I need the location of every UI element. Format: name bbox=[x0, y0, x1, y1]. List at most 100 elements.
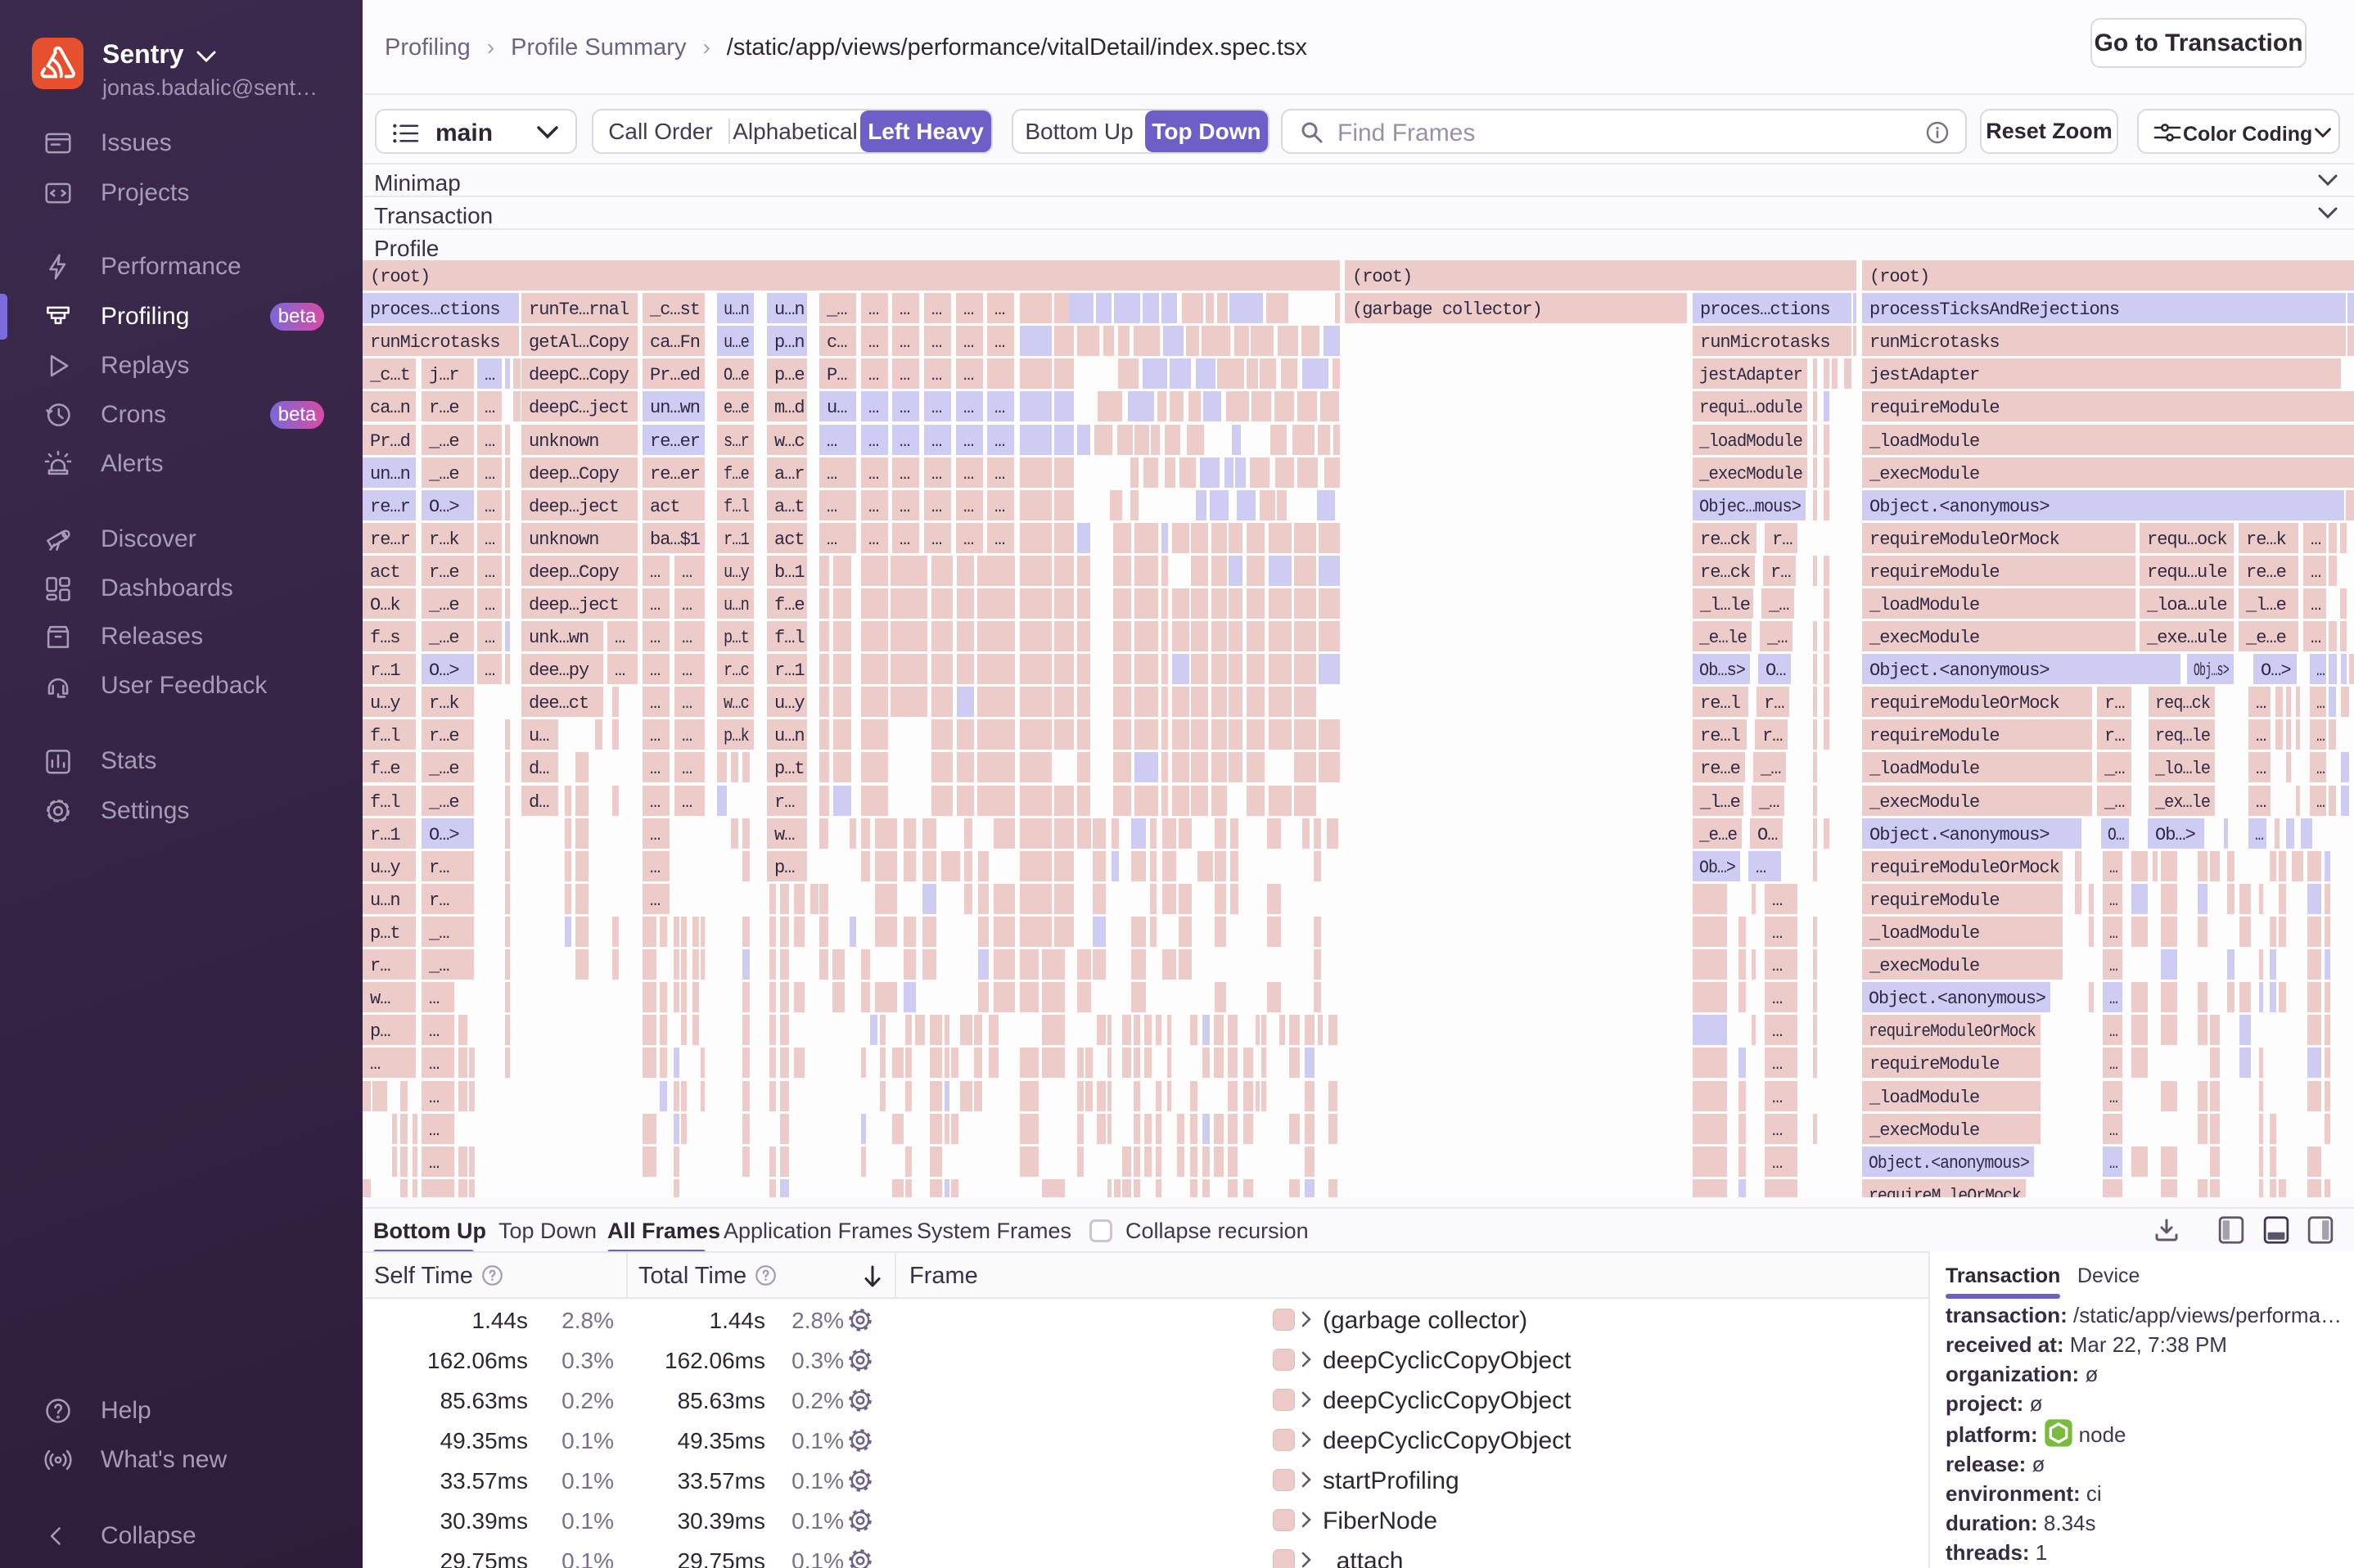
svg-text:…: … bbox=[931, 529, 941, 550]
svg-text:…: … bbox=[1772, 890, 1782, 911]
svg-text:…: … bbox=[485, 595, 494, 615]
svg-text:processTicksAndRejections: processTicksAndRejections bbox=[1869, 300, 2119, 320]
svg-text:a…r: a…r bbox=[774, 464, 805, 484]
svg-text:p…t: p…t bbox=[724, 628, 749, 648]
svg-text:_exe…ule: _exe…ule bbox=[2146, 628, 2227, 648]
svg-text:p…k: p…k bbox=[724, 726, 750, 746]
svg-text:…: … bbox=[931, 332, 941, 353]
svg-text:unknown: unknown bbox=[529, 431, 598, 452]
svg-text:_c…st: _c…st bbox=[649, 300, 700, 320]
svg-text:_…: _… bbox=[428, 923, 449, 944]
svg-text:…: … bbox=[994, 529, 1004, 550]
svg-text:_execModule: _execModule bbox=[1869, 956, 1979, 976]
svg-text:…: … bbox=[2109, 1120, 2117, 1141]
svg-text:…: … bbox=[429, 1054, 439, 1075]
svg-text:runMicrotasks: runMicrotasks bbox=[1869, 332, 2000, 353]
svg-text:(root): (root) bbox=[1869, 267, 1929, 287]
svg-text:runMicrotasks: runMicrotasks bbox=[370, 332, 500, 353]
svg-text:…: … bbox=[2316, 759, 2325, 779]
svg-text:_…: _… bbox=[2104, 792, 2124, 813]
svg-text:…: … bbox=[931, 497, 941, 517]
svg-text:…: … bbox=[2109, 1153, 2117, 1174]
svg-text:…: … bbox=[2256, 693, 2266, 714]
svg-text:un…wn: un…wn bbox=[650, 398, 700, 418]
svg-text:…: … bbox=[485, 464, 494, 484]
svg-text:d…: d… bbox=[529, 759, 548, 779]
svg-text:w…c: w…c bbox=[774, 431, 805, 452]
svg-text:re…e: re…e bbox=[2246, 562, 2286, 583]
svg-text:…: … bbox=[485, 529, 494, 550]
svg-text:O…>: O…> bbox=[2261, 660, 2291, 681]
svg-text:…: … bbox=[650, 628, 660, 648]
svg-text:re…ck: re…ck bbox=[1700, 529, 1751, 550]
svg-text:_loadModule: _loadModule bbox=[1869, 595, 1979, 615]
svg-text:r…e: r…e bbox=[429, 398, 459, 418]
svg-text:u…n: u…n bbox=[724, 595, 749, 615]
svg-text:re…l: re…l bbox=[1700, 693, 1740, 714]
svg-text:_…e: _…e bbox=[428, 464, 459, 484]
svg-text:…: … bbox=[994, 431, 1004, 452]
svg-text:…: … bbox=[827, 529, 837, 550]
svg-text:p…t: p…t bbox=[370, 923, 400, 944]
svg-text:…: … bbox=[1772, 1120, 1782, 1141]
svg-text:…: … bbox=[1772, 923, 1782, 944]
svg-text:requi…odule: requi…odule bbox=[1699, 398, 1802, 418]
svg-text:_…: _… bbox=[826, 300, 846, 320]
svg-text:_…: _… bbox=[1758, 792, 1779, 813]
svg-text:…: … bbox=[2109, 1021, 2117, 1042]
svg-text:…: … bbox=[650, 759, 660, 779]
svg-text:act: act bbox=[370, 562, 400, 583]
svg-text:u…: u… bbox=[529, 726, 548, 746]
svg-text:…: … bbox=[827, 497, 837, 517]
svg-text:deep…ject: deep…ject bbox=[529, 595, 619, 615]
svg-text:ca…n: ca…n bbox=[370, 398, 410, 418]
svg-text:_e…e: _e…e bbox=[1698, 825, 1737, 845]
svg-text:…: … bbox=[900, 464, 909, 484]
svg-text:_execModule: _execModule bbox=[1869, 464, 1979, 484]
svg-text:_loadModule: _loadModule bbox=[1869, 923, 1979, 944]
svg-text:_…e: _…e bbox=[428, 759, 459, 779]
svg-text:u…n: u…n bbox=[774, 300, 805, 320]
svg-text:…: … bbox=[650, 595, 660, 615]
svg-text:…: … bbox=[868, 497, 878, 517]
svg-text:…: … bbox=[868, 365, 878, 385]
svg-text:requireModuleOrMock: requireModuleOrMock bbox=[1869, 693, 2060, 714]
svg-text:runTe…rnal: runTe…rnal bbox=[529, 300, 629, 320]
svg-text:…: … bbox=[963, 464, 973, 484]
svg-text:un…n: un…n bbox=[370, 464, 410, 484]
svg-text:…: … bbox=[2109, 923, 2117, 944]
svg-text:requireModuleOrMock: requireModuleOrMock bbox=[1869, 1021, 2036, 1042]
svg-text:f…l: f…l bbox=[370, 726, 400, 746]
svg-text:_loadModule: _loadModule bbox=[1869, 1088, 1979, 1108]
svg-text:O…>: O…> bbox=[429, 660, 459, 681]
svg-text:Object.<anonymous>: Object.<anonymous> bbox=[1869, 989, 2045, 1009]
svg-text:p…e: p…e bbox=[774, 365, 805, 385]
svg-text:_loadModule: _loadModule bbox=[1869, 759, 1979, 779]
svg-text:…: … bbox=[900, 332, 909, 353]
svg-text:Object.<anonymous>: Object.<anonymous> bbox=[1869, 660, 2050, 681]
svg-text:…: … bbox=[868, 431, 878, 452]
svg-text:…: … bbox=[650, 660, 660, 681]
svg-text:_loa…ule: _loa…ule bbox=[2146, 595, 2227, 615]
svg-text:…: … bbox=[931, 464, 941, 484]
svg-text:…: … bbox=[682, 660, 692, 681]
svg-text:f…e: f…e bbox=[774, 595, 805, 615]
svg-text:(root): (root) bbox=[1352, 267, 1412, 287]
svg-text:O…e: O…e bbox=[724, 365, 749, 385]
svg-text:r…: r… bbox=[429, 890, 449, 911]
svg-text:dee…py: dee…py bbox=[529, 660, 589, 681]
svg-text:…: … bbox=[2109, 858, 2117, 878]
svg-text:…: … bbox=[2255, 825, 2263, 845]
svg-text:…: … bbox=[682, 693, 692, 714]
svg-text:…: … bbox=[2109, 890, 2117, 911]
svg-text:…: … bbox=[827, 431, 837, 452]
svg-text:…: … bbox=[429, 1153, 439, 1174]
svg-text:…: … bbox=[1772, 1153, 1782, 1174]
svg-text:…: … bbox=[994, 464, 1004, 484]
svg-text:…: … bbox=[485, 562, 494, 583]
svg-text:r…: r… bbox=[2104, 693, 2124, 714]
svg-text:p…: p… bbox=[774, 858, 794, 878]
svg-text:…: … bbox=[1756, 858, 1766, 878]
svg-text:…: … bbox=[900, 365, 909, 385]
svg-text:re…k: re…k bbox=[2246, 529, 2287, 550]
